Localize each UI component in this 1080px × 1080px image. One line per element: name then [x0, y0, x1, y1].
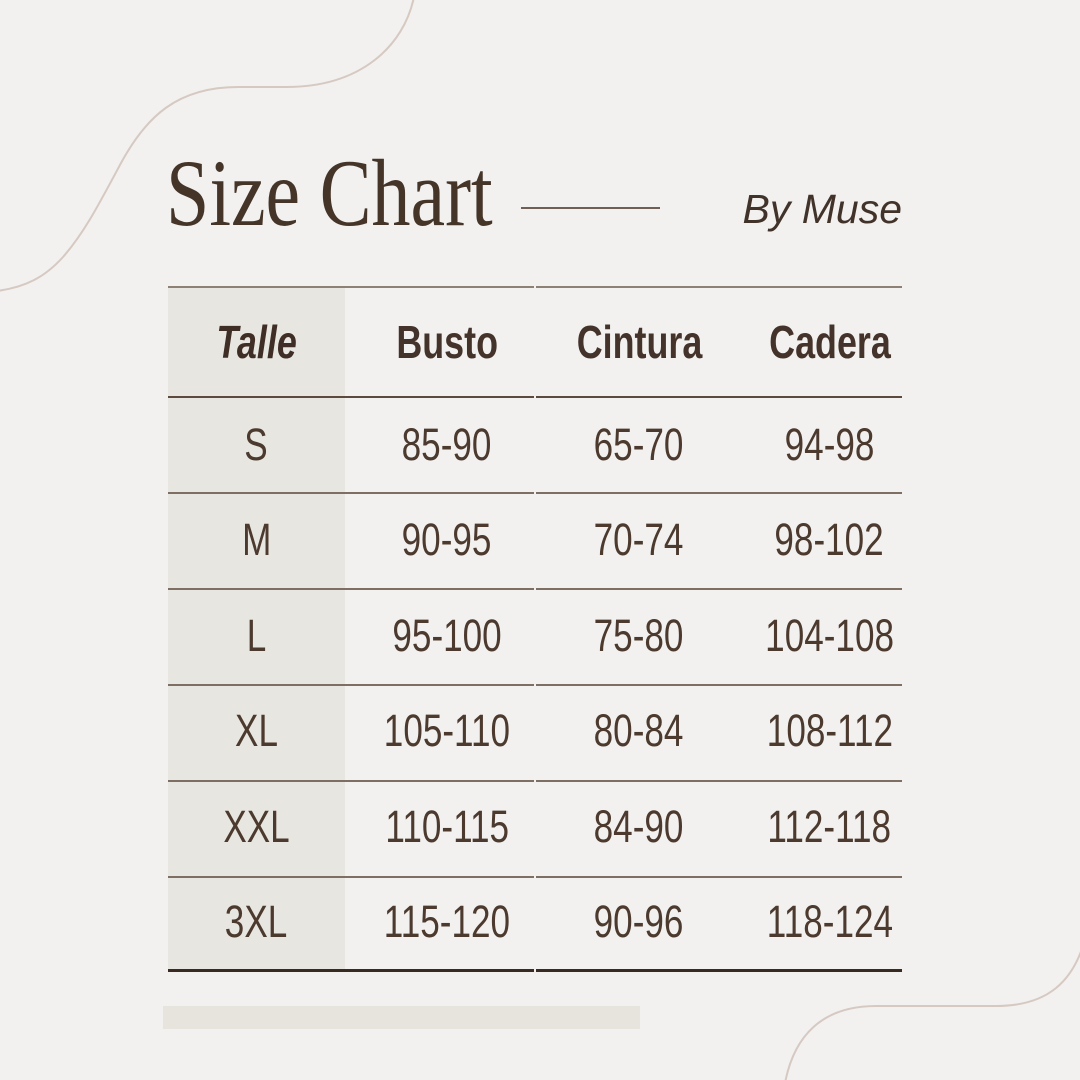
busto-value: 105-110	[383, 705, 511, 757]
decorative-curve-bottom-right	[784, 951, 1080, 1080]
page-title: Size Chart	[166, 140, 493, 246]
cintura-value: 70-74	[594, 514, 684, 566]
table-rule-bottom	[168, 969, 902, 972]
table-rule-header	[168, 396, 902, 398]
cadera-value: 108-112	[766, 705, 893, 757]
cadera-value: 112-118	[767, 800, 892, 852]
table-row: M 90-95 70-74 98-102	[168, 493, 902, 589]
size-table-body: S 85-90 65-70 94-98 M 90-95 70-74 98-102…	[168, 397, 902, 970]
column-header-talle: Talle	[216, 316, 297, 368]
size-table-header: Talle Busto Cintura Cadera	[168, 287, 902, 397]
bottom-accent-bar	[163, 1006, 640, 1029]
busto-value: 95-100	[392, 609, 502, 661]
size-label: XXL	[223, 800, 290, 852]
cadera-value: 104-108	[765, 609, 894, 661]
title-dash	[521, 207, 660, 209]
table-rule	[168, 876, 902, 878]
cadera-value: 94-98	[784, 418, 875, 470]
size-label: L	[246, 609, 267, 661]
brand-byline: By Muse	[742, 186, 903, 232]
cintura-value: 65-70	[594, 418, 684, 470]
table-rule	[168, 588, 902, 590]
table-row: 3XL 115-120 90-96 118-124	[168, 875, 902, 971]
cadera-value: 98-102	[774, 514, 885, 566]
cintura-value: 80-84	[594, 705, 684, 757]
table-rule	[168, 780, 902, 782]
cintura-value: 90-96	[594, 896, 684, 948]
busto-value: 110-115	[385, 800, 509, 852]
busto-value: 85-90	[402, 418, 492, 470]
decorative-curve-top-left	[0, 0, 415, 292]
busto-value: 90-95	[402, 514, 492, 566]
table-row: S 85-90 65-70 94-98	[168, 397, 902, 493]
busto-value: 115-120	[383, 896, 511, 948]
column-header-cintura: Cintura	[576, 316, 702, 368]
column-header-busto: Busto	[396, 316, 498, 368]
table-rule	[168, 684, 902, 686]
table-row: XL 105-110 80-84 108-112	[168, 684, 902, 780]
size-label: XL	[235, 705, 278, 757]
table-row: L 95-100 75-80 104-108	[168, 588, 902, 684]
table-rule-top	[168, 286, 902, 288]
size-label: 3XL	[225, 896, 288, 948]
talle-column-highlight	[168, 287, 345, 970]
size-label: S	[244, 418, 269, 470]
size-label: M	[241, 514, 272, 566]
column-header-cadera: Cadera	[768, 316, 891, 368]
table-rule	[168, 492, 902, 494]
table-row: XXL 110-115 84-90 112-118	[168, 779, 902, 875]
cadera-value: 118-124	[766, 896, 893, 948]
cintura-value: 75-80	[594, 609, 684, 661]
cintura-value: 84-90	[594, 800, 684, 852]
